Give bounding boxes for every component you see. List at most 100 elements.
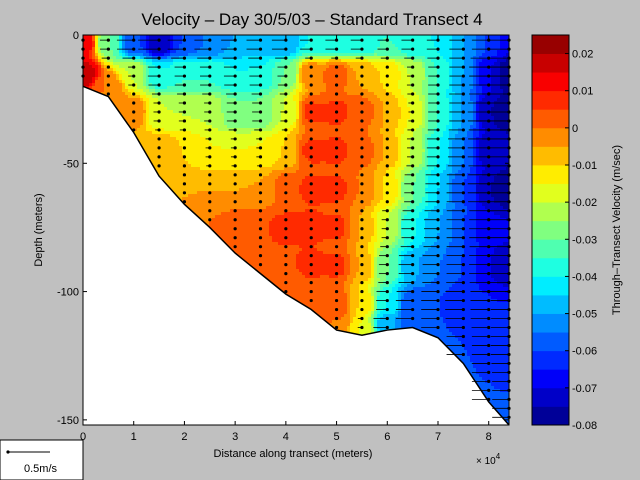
heatmap-cell [146, 134, 150, 138]
heatmap-cell [200, 122, 204, 126]
heatmap-cell [248, 191, 252, 195]
heatmap-cell [149, 62, 153, 66]
heatmap-cell [257, 221, 261, 225]
heatmap-cell [227, 167, 231, 171]
heatmap-cell [206, 203, 210, 207]
heatmap-cell [212, 200, 216, 204]
heatmap-cell [95, 59, 99, 63]
heatmap-cell [218, 140, 222, 144]
heatmap-cell [254, 125, 258, 129]
heatmap-cell [236, 137, 240, 141]
heatmap-cell [218, 53, 222, 57]
heatmap-cell [260, 50, 264, 54]
heatmap-cell [260, 134, 264, 138]
heatmap-cell [134, 44, 138, 48]
heatmap-cell [194, 119, 198, 123]
heatmap-cell [224, 194, 228, 198]
heatmap-cell [200, 113, 204, 117]
heatmap-cell [221, 77, 225, 81]
heatmap-cell [197, 197, 201, 201]
heatmap-cell [104, 53, 108, 57]
heatmap-cell [152, 77, 156, 81]
heatmap-cell [167, 137, 171, 141]
heatmap-cell [140, 41, 144, 45]
heatmap-cell [215, 77, 219, 81]
heatmap-cell [251, 62, 255, 66]
heatmap-cell [242, 236, 246, 240]
heatmap-cell [224, 188, 228, 192]
heatmap-cell [170, 74, 174, 78]
heatmap-cell [212, 128, 216, 132]
heatmap-cell [233, 44, 237, 48]
heatmap-cell [236, 38, 240, 42]
heatmap-cell [227, 218, 231, 222]
heatmap-cell [104, 83, 108, 87]
heatmap-cell [215, 155, 219, 159]
heatmap-cell [233, 179, 237, 183]
heatmap-cell [212, 185, 216, 189]
heatmap-cell [206, 179, 210, 183]
heatmap-cell [185, 155, 189, 159]
heatmap-cell [185, 128, 189, 132]
heatmap-cell [233, 221, 237, 225]
heatmap-cell [161, 65, 165, 69]
heatmap-cell [182, 80, 186, 84]
heatmap-cell [92, 38, 96, 42]
heatmap-cell [236, 224, 240, 228]
heatmap-cell [224, 155, 228, 159]
heatmap-cell [188, 119, 192, 123]
heatmap-cell [197, 152, 201, 156]
heatmap-cell [212, 68, 216, 72]
heatmap-cell [164, 68, 168, 72]
heatmap-cell [230, 71, 234, 75]
heatmap-cell [185, 122, 189, 126]
heatmap-cell [245, 98, 249, 102]
heatmap-cell [245, 248, 249, 252]
heatmap-cell [218, 68, 222, 72]
heatmap-cell [122, 98, 126, 102]
heatmap-cell [146, 74, 150, 78]
heatmap-cell [179, 134, 183, 138]
heatmap-cell [239, 68, 243, 72]
heatmap-cell [188, 107, 192, 111]
heatmap-cell [200, 185, 204, 189]
heatmap-cell [188, 113, 192, 117]
heatmap-cell [140, 122, 144, 126]
heatmap-cell [257, 182, 261, 186]
heatmap-cell [128, 86, 132, 90]
heatmap-cell [131, 89, 135, 93]
heatmap-cell [137, 77, 141, 81]
heatmap-cell [200, 191, 204, 195]
heatmap-cell [185, 44, 189, 48]
heatmap-cell [119, 83, 123, 87]
heatmap-cell [251, 245, 255, 249]
heatmap-cell [182, 149, 186, 153]
heatmap-cell [236, 98, 240, 102]
heatmap-cell [116, 95, 120, 99]
heatmap-cell [200, 212, 204, 216]
heatmap-cell [197, 185, 201, 189]
heatmap-cell [230, 239, 234, 243]
heatmap-cell [209, 80, 213, 84]
heatmap-cell [224, 149, 228, 153]
heatmap-cell [146, 95, 150, 99]
heatmap-cell [233, 134, 237, 138]
heatmap-cell [194, 35, 198, 39]
heatmap-cell [188, 194, 192, 198]
heatmap-cell [200, 197, 204, 201]
heatmap-cell [134, 125, 138, 129]
heatmap-cell [152, 50, 156, 54]
heatmap-cell [176, 152, 180, 156]
heatmap-cell [95, 74, 99, 78]
heatmap-cell [158, 89, 162, 93]
heatmap-cell [179, 143, 183, 147]
heatmap-cell [218, 113, 222, 117]
heatmap-cell [83, 56, 87, 60]
heatmap-cell [161, 101, 165, 105]
heatmap-cell [197, 206, 201, 210]
heatmap-cell [95, 68, 99, 72]
heatmap-cell [203, 116, 207, 120]
heatmap-cell [191, 41, 195, 45]
heatmap-cell [107, 68, 111, 72]
heatmap-cell [200, 41, 204, 45]
